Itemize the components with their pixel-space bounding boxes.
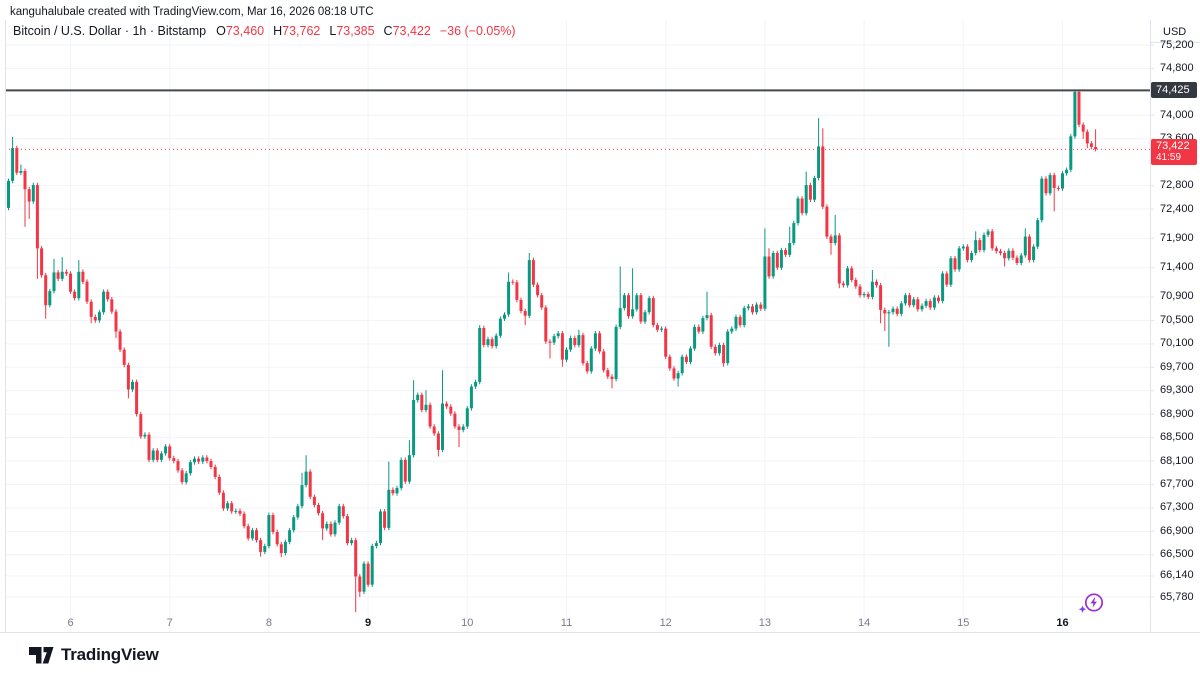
price-tick-label: 66,900: [1160, 524, 1194, 537]
ohlc-low: L73,385: [329, 24, 375, 38]
time-tick-label: 16: [1056, 617, 1069, 629]
price-tick-label: 66,500: [1160, 548, 1194, 561]
time-tick-label: 13: [758, 617, 772, 629]
legend[interactable]: Bitcoin / U.S. Dollar · 1h · Bitstamp O73…: [13, 24, 516, 38]
price-tick-label: 71,900: [1160, 231, 1194, 244]
ohlc-open: O73,460: [216, 24, 265, 38]
change-value: −36 (−0.05%): [439, 24, 516, 38]
time-tick-label: 15: [957, 617, 970, 629]
price-tick-label: 67,300: [1160, 501, 1194, 514]
price-axis[interactable]: USD 75,20074,80074,00073,60072,80072,400…: [1150, 0, 1200, 679]
tradingview-logo-icon: [29, 646, 54, 663]
attribution-text: kanguhalubale created with TradingView.c…: [10, 6, 374, 18]
price-axis-currency: USD: [1163, 26, 1187, 38]
price-tick-label: 67,700: [1160, 477, 1194, 490]
price-tick-label: 70,900: [1160, 290, 1194, 303]
last-price-label: 73,422 41:59: [1151, 139, 1197, 166]
bar-countdown: 41:59: [1156, 152, 1182, 164]
price-tick-label: 72,400: [1160, 202, 1194, 215]
ohlc-close: C73,422: [383, 24, 431, 38]
symbol-title[interactable]: Bitcoin / U.S. Dollar · 1h · Bitstamp: [13, 24, 207, 38]
ohlc-high: H73,762: [273, 24, 321, 38]
high-price-label: 74,425: [1151, 82, 1197, 99]
price-tick-label: 70,100: [1160, 337, 1194, 350]
time-tick-label: 12: [659, 617, 672, 629]
candles: [7, 90, 1098, 613]
time-tick-label: 6: [67, 617, 74, 629]
price-tick-label: 74,800: [1160, 61, 1194, 74]
time-tick-label: 7: [166, 617, 173, 629]
time-axis[interactable]: 6 7 8 9 10 11 12 13 14 15 16: [0, 617, 1200, 632]
time-tick-label: 11: [560, 617, 573, 629]
price-tick-label: 66,140: [1160, 569, 1194, 582]
tradingview-logo[interactable]: TradingView: [28, 645, 159, 665]
time-tick-label: 10: [461, 617, 474, 629]
price-tick-label: 68,100: [1160, 454, 1194, 467]
price-tick-label: 68,900: [1160, 407, 1194, 420]
price-tick-label: 75,200: [1160, 38, 1194, 51]
time-tick-label: 14: [857, 617, 871, 629]
time-tick-label: 9: [365, 617, 372, 629]
price-tick-label: 71,400: [1160, 261, 1194, 274]
price-tick-label: 68,500: [1160, 431, 1194, 444]
tradingview-logo-text: TradingView: [61, 645, 159, 664]
gridlines: [5, 20, 1150, 632]
price-tick-label: 72,800: [1160, 179, 1194, 192]
price-tick-label: 74,000: [1160, 108, 1194, 121]
boost-lightning-icon[interactable]: [1074, 590, 1108, 618]
last-price-value: 73,422: [1156, 140, 1190, 153]
price-tick-label: 70,500: [1160, 313, 1194, 326]
price-tick-label: 65,780: [1160, 590, 1194, 603]
price-tick-label: 69,300: [1160, 384, 1194, 397]
price-tick-label: 69,700: [1160, 360, 1194, 373]
time-tick-label: 8: [265, 617, 272, 629]
